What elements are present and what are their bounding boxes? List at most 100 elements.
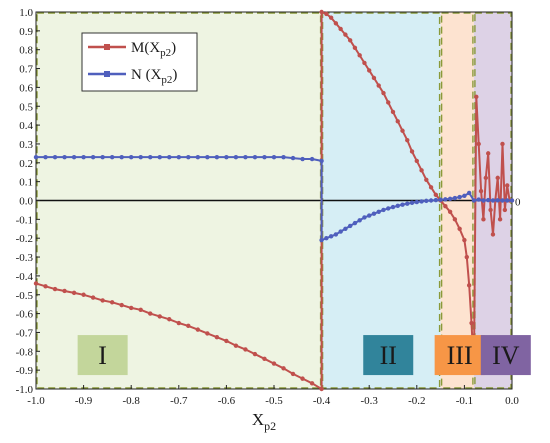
series-1-point <box>481 217 486 222</box>
series-1-point <box>71 290 77 296</box>
series-2-point <box>176 154 181 160</box>
series-2-point <box>367 213 372 218</box>
x-tick-label: 0.0 <box>505 395 519 407</box>
series-2-point <box>214 154 220 160</box>
series-2-point <box>457 194 462 200</box>
series-2-point <box>419 199 424 204</box>
series-2-point <box>300 156 305 162</box>
y-tick-label: 0.6 <box>19 82 33 94</box>
y-tick-label: 0.9 <box>19 26 33 38</box>
series-1-point <box>347 38 353 43</box>
series-2-point <box>290 155 296 161</box>
series-1-point <box>428 185 434 190</box>
series-1-point <box>176 320 181 326</box>
series-1-point <box>252 351 258 357</box>
series-2-point <box>452 195 458 201</box>
series-1-point <box>457 226 462 231</box>
series-2-point <box>443 197 448 202</box>
series-1-point <box>500 141 505 147</box>
legend-entry-suffix: ) <box>171 40 176 56</box>
series-2-point <box>428 198 434 203</box>
legend-swatch-marker <box>104 44 110 50</box>
series-2-point <box>205 154 210 160</box>
y-tick-label: 0.4 <box>19 120 33 132</box>
series-1-point <box>486 151 491 156</box>
series-2-point <box>195 154 201 160</box>
series-1-point <box>43 284 48 289</box>
series-2-point <box>371 211 377 216</box>
region-3-label-box <box>434 335 485 376</box>
series-1-point <box>381 90 386 96</box>
series-2-point <box>352 220 358 226</box>
series-2-point <box>148 154 153 160</box>
x-axis-label-subscript: p2 <box>264 419 276 433</box>
series-1-point <box>497 217 503 222</box>
series-1-point <box>262 356 267 362</box>
x-tick-label: -0.9 <box>75 395 93 407</box>
series-2-point <box>509 198 515 203</box>
series-1-point <box>505 183 510 188</box>
series-2-point <box>390 204 396 210</box>
series-2-point <box>400 202 405 207</box>
series-2-point <box>309 156 315 162</box>
series-1-point <box>488 207 493 213</box>
series-1-point <box>478 188 484 194</box>
region-4-label-box <box>480 335 531 376</box>
series-2-point <box>271 154 277 160</box>
y-tick-label: 0.1 <box>19 177 33 189</box>
region-2-label: II <box>380 341 397 370</box>
series-1-point <box>371 75 377 81</box>
series-1-point <box>100 298 105 303</box>
series-1-point <box>205 331 210 336</box>
x-tick-label: -0.1 <box>456 395 473 407</box>
series-1-point <box>424 177 429 182</box>
y-tick-label: -0.3 <box>16 252 34 264</box>
series-1-point <box>343 32 348 37</box>
series-2-point <box>476 197 481 202</box>
series-2-point <box>462 193 467 198</box>
series-1-point <box>233 343 239 348</box>
y-tick-label: -0.2 <box>16 233 33 245</box>
series-1-point <box>62 288 67 294</box>
series-2-point <box>338 229 343 234</box>
series-2-point <box>100 154 105 160</box>
series-2-point <box>505 198 510 203</box>
y-tick-label: -0.8 <box>16 346 34 358</box>
series-2-point <box>224 154 229 160</box>
series-1-point <box>129 305 134 311</box>
series-2-point <box>447 196 453 202</box>
series-1-point <box>138 307 143 313</box>
series-2-point <box>466 190 472 196</box>
series-1-point <box>447 209 453 215</box>
series-1-point <box>271 361 277 366</box>
series-2-point <box>409 200 415 205</box>
series-2-point <box>90 154 96 160</box>
series-1-point <box>419 168 424 173</box>
series-2-point <box>52 154 58 160</box>
series-1-point <box>328 15 334 20</box>
legend-swatch-marker <box>104 71 110 77</box>
series-2-point <box>343 226 348 231</box>
series-2-point <box>471 198 477 203</box>
series-1-point <box>367 68 372 73</box>
y-tick-label: 0.8 <box>19 45 33 57</box>
series-1-point <box>452 217 458 222</box>
series-2-point <box>405 201 410 206</box>
series-1-point <box>33 281 39 286</box>
series-1-point <box>362 60 367 66</box>
series-2-point <box>481 198 486 203</box>
y-tick-label: 0.5 <box>19 101 33 113</box>
series-1-line <box>35 11 512 390</box>
series-2-point <box>324 236 329 241</box>
series-1-point <box>490 232 496 237</box>
series-2-point <box>233 154 239 160</box>
series-1-point <box>469 320 474 326</box>
series-1-point <box>243 347 248 352</box>
region-4-label: IV <box>492 341 520 370</box>
series-2-point <box>333 232 339 237</box>
series-1-point <box>433 192 439 198</box>
series-2-point <box>357 218 362 223</box>
x-tick-label: -0.2 <box>408 395 425 407</box>
series-1-point <box>119 302 124 308</box>
